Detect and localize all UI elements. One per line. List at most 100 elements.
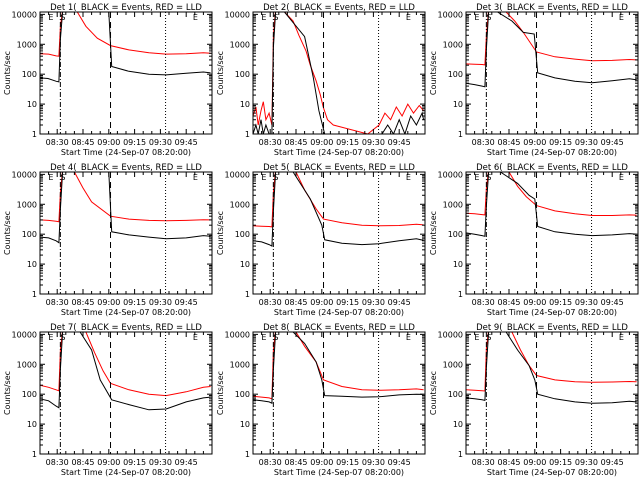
x-tick-label: 09:00 <box>310 138 333 147</box>
x-tick-label: 08:45 <box>71 138 94 147</box>
x-tick-label: 09:45 <box>175 298 198 307</box>
y-tick-label: 10000 <box>225 330 250 339</box>
y-tick-label: 10000 <box>225 170 250 179</box>
marker-e-label: E <box>619 13 624 22</box>
y-tick-label: 10 <box>240 420 250 429</box>
marker-e-label: E <box>193 173 198 182</box>
y-tick-label: 100 <box>22 390 37 399</box>
y-tick-label: 1 <box>245 130 250 139</box>
y-axis-label: Counts/sec <box>216 371 225 415</box>
series-events-line <box>466 12 637 88</box>
x-tick-label: 09:45 <box>175 138 198 147</box>
marker-e-label: E <box>474 173 479 182</box>
x-tick-label: 09:15 <box>123 138 146 147</box>
y-axis-label: Counts/sec <box>216 211 225 255</box>
x-axis-label: Start Time (24-Sep-07 08:20:00) <box>61 148 191 157</box>
x-tick-label: 09:00 <box>523 298 546 307</box>
x-tick-label: 09:15 <box>123 298 146 307</box>
series-lld-line <box>40 12 211 57</box>
marker-s-label: S <box>486 333 491 342</box>
x-tick-label: 09:45 <box>601 138 624 147</box>
marker-e-label: E <box>406 333 411 342</box>
y-axis-label: Counts/sec <box>216 51 225 95</box>
x-tick-label: 08:30 <box>259 458 282 467</box>
y-tick-label: 10000 <box>438 170 463 179</box>
y-tick-label: 10000 <box>12 330 37 339</box>
x-tick-label: 08:45 <box>497 458 520 467</box>
y-tick-label: 10000 <box>438 330 463 339</box>
x-tick-label: 08:30 <box>472 138 495 147</box>
panel-title: Det 6(_BLACK = Events, RED = LLD <box>476 163 628 173</box>
x-tick-label: 09:15 <box>549 298 572 307</box>
x-tick-label: 09:15 <box>336 298 359 307</box>
marker-s-label: S <box>273 173 278 182</box>
plot-frame <box>252 331 426 455</box>
x-tick-label: 09:30 <box>575 138 598 147</box>
marker-s-label: S <box>273 333 278 342</box>
y-tick-label: 1000 <box>17 40 37 49</box>
panel-det-2: 1 10 100 1000 10000 08:30 08:45 09:00 09:15 09:30… <box>216 3 426 157</box>
y-tick-label: 1 <box>458 450 463 459</box>
y-tick-label: 10 <box>27 100 37 109</box>
series-lld-line <box>466 12 637 66</box>
y-tick-label: 100 <box>22 70 37 79</box>
y-tick-label: 1000 <box>17 360 37 369</box>
y-tick-label: 1 <box>245 290 250 299</box>
x-tick-label: 08:45 <box>284 138 307 147</box>
x-tick-label: 09:15 <box>549 458 572 467</box>
panel-title: Det 5(_BLACK = Events, RED = LLD <box>263 163 415 173</box>
y-tick-label: 1000 <box>443 40 463 49</box>
x-tick-label: 09:15 <box>336 138 359 147</box>
x-tick-label: 08:45 <box>497 298 520 307</box>
series-events-line <box>40 172 211 244</box>
x-tick-label: 09:00 <box>310 458 333 467</box>
marker-s-label: S <box>60 333 65 342</box>
series-lld-line <box>253 332 424 400</box>
panel-det-4: 1 10 100 1000 10000 08:30 08:45 09:00 09:15 09:30… <box>3 163 213 317</box>
x-tick-label: 09:00 <box>97 458 120 467</box>
x-tick-label: 08:45 <box>284 298 307 307</box>
marker-e-label: E <box>406 13 411 22</box>
y-tick-label: 1000 <box>230 40 250 49</box>
x-tick-label: 09:00 <box>97 298 120 307</box>
panel-title: Det 7(_BLACK = Events, RED = LLD <box>50 323 202 333</box>
marker-e-label: E <box>193 333 198 342</box>
marker-e-label: E <box>261 173 266 182</box>
marker-s-label: S <box>486 13 491 22</box>
panel-det-8: 1 10 100 1000 10000 08:30 08:45 09:00 09:15 09:30… <box>216 323 426 477</box>
y-axis-label: Counts/sec <box>429 211 438 255</box>
series-lld-line <box>40 172 211 223</box>
series-lld-line <box>253 12 424 134</box>
plot-frame <box>39 171 213 295</box>
x-tick-label: 08:30 <box>46 138 69 147</box>
panel-det-5: 1 10 100 1000 10000 08:30 08:45 09:00 09:15 09:30… <box>216 163 426 317</box>
panel-det-6: 1 10 100 1000 10000 08:30 08:45 09:00 09:15 09:30… <box>429 163 639 317</box>
x-axis-label: Start Time (24-Sep-07 08:20:00) <box>274 468 404 477</box>
x-axis-label: Start Time (24-Sep-07 08:20:00) <box>487 148 617 157</box>
x-tick-label: 09:30 <box>362 298 385 307</box>
plot-frame <box>465 11 639 135</box>
x-tick-label: 09:45 <box>601 298 624 307</box>
y-tick-label: 1000 <box>443 200 463 209</box>
x-tick-label: 08:30 <box>472 458 495 467</box>
marker-s-label: S <box>60 13 65 22</box>
marker-s-label: S <box>273 13 278 22</box>
x-tick-label: 08:30 <box>259 138 282 147</box>
panel-title: Det 3(_BLACK = Events, RED = LLD <box>476 3 628 13</box>
panel-title: Det 2(_BLACK = Events, RED = LLD <box>263 3 415 13</box>
x-tick-label: 08:45 <box>497 138 520 147</box>
y-axis-label: Counts/sec <box>429 371 438 415</box>
marker-e-label: E <box>48 333 53 342</box>
y-tick-label: 100 <box>235 70 250 79</box>
y-tick-label: 1 <box>32 130 37 139</box>
series-events-line <box>253 332 424 404</box>
series-lld-line <box>466 332 637 392</box>
x-tick-label: 09:45 <box>175 458 198 467</box>
y-tick-label: 100 <box>235 390 250 399</box>
series-events-line <box>253 12 425 134</box>
marker-e-label: E <box>619 173 624 182</box>
y-tick-label: 100 <box>448 70 463 79</box>
y-tick-label: 100 <box>22 230 37 239</box>
y-tick-label: 1 <box>458 290 463 299</box>
